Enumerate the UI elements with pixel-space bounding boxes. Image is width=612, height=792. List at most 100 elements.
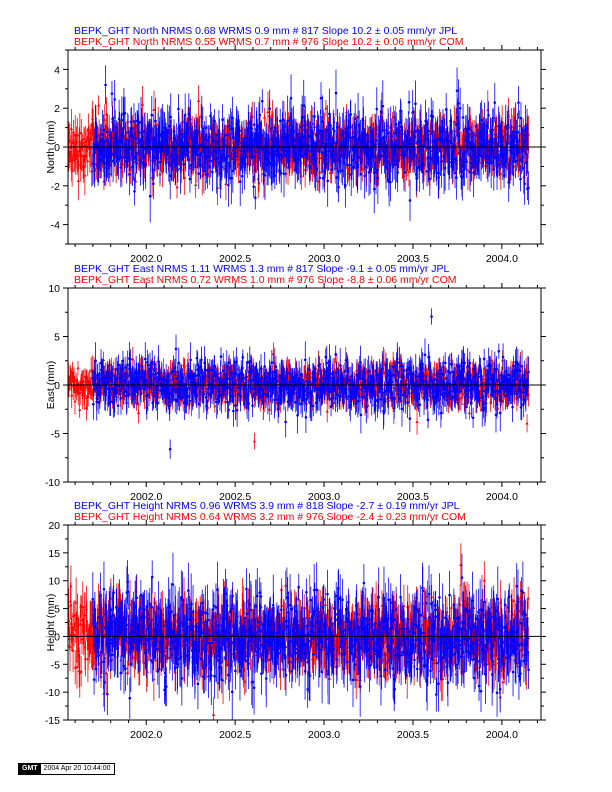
data-point [325,409,329,413]
data-point [386,131,390,135]
data-point [82,395,87,399]
data-point [128,173,131,176]
data-point [436,138,440,142]
data-point [188,177,192,181]
data-point [353,117,357,121]
data-point [456,116,459,119]
data-point [130,134,134,138]
data-point [303,119,307,123]
data-point [140,102,145,106]
data-point [479,154,483,158]
data-point [180,167,184,171]
data-point [278,119,282,123]
data-point [495,171,499,174]
data-point [275,163,278,166]
data-point [220,165,224,169]
data-point [339,160,342,164]
data-point [496,159,499,162]
data-point [425,169,429,173]
data-point [469,161,472,165]
data-point [210,135,214,138]
data-point [307,144,311,148]
data-point [513,126,517,129]
data-point [337,185,340,189]
data-point [273,174,277,177]
data-point [99,158,103,162]
data-point [320,151,324,155]
data-point [304,128,307,132]
data-point [486,161,490,165]
data-point [363,174,366,178]
data-point [79,131,83,135]
data-point [142,130,146,133]
data-point [468,170,472,174]
data-point [123,155,126,159]
data-point [86,394,90,398]
data-point [234,154,237,158]
data-point [347,135,351,138]
data-point [517,124,522,127]
data-point [106,130,109,134]
data-point [139,160,142,164]
ytick-label: -2 [51,181,60,193]
data-point [331,401,336,405]
xtick-label: 2003.5 [397,253,429,265]
data-point [511,160,515,163]
data-point [364,133,368,137]
data-point [244,155,248,159]
data-point [213,119,216,123]
data-point [465,160,468,163]
data-point [321,177,325,180]
data-point [260,134,263,137]
data-point [380,137,384,140]
data-point [517,139,521,143]
data-point [517,101,520,104]
data-point [92,163,96,167]
data-point [492,156,496,159]
data-point [126,131,130,134]
data-point [442,173,446,176]
data-point [213,404,217,408]
data-point [379,110,383,114]
data-point [232,147,236,150]
data-point [470,166,473,170]
data-point [131,357,135,361]
data-point [493,101,497,104]
data-point [393,132,396,135]
data-point [420,157,424,160]
data-point [515,152,519,155]
data-point [458,106,462,110]
data-point [329,142,333,146]
data-point [516,148,520,152]
data-point [499,133,503,137]
data-point [390,134,394,138]
data-point [396,171,399,174]
data-point [328,170,332,174]
data-point [364,165,368,169]
data-point [252,123,256,126]
data-point [399,109,402,113]
data-point [189,163,193,167]
xtick-label: 2003.0 [308,253,340,265]
data-point [348,163,352,167]
data-point [429,157,433,160]
data-point [453,143,456,147]
data-point [486,140,489,144]
xtick-label: 2004.0 [486,253,518,265]
data-point [414,130,418,133]
data-point [354,161,358,164]
data-point [288,124,292,127]
data-point [527,186,530,190]
data-point [286,119,289,123]
data-point [506,123,510,127]
data-point [459,159,462,162]
data-point [463,150,467,154]
data-point [479,127,482,130]
data-point [257,156,260,160]
data-point [500,139,503,143]
data-point [344,184,347,187]
data-point [126,155,129,159]
data-point [328,112,331,116]
data-point [73,399,77,403]
data-point [113,98,116,101]
